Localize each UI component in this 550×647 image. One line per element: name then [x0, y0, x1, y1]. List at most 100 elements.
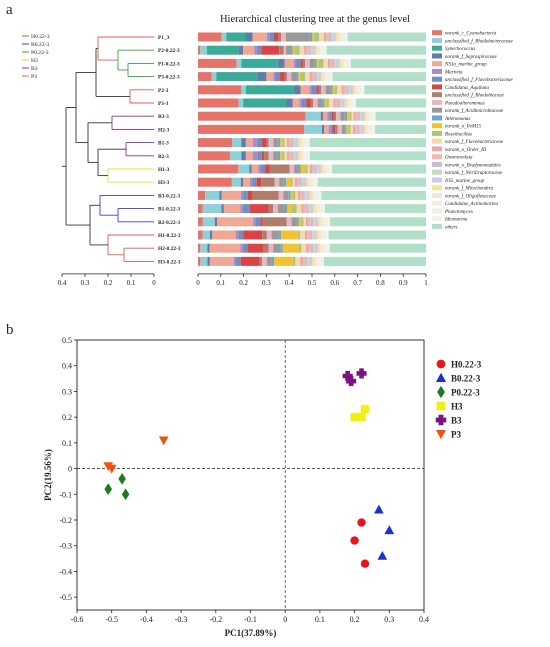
bar-segment [306, 204, 309, 214]
genus-legend-swatch [432, 154, 442, 160]
row-label: B3-0.22-3 [158, 193, 180, 199]
y-tick-label: 0.4 [62, 362, 72, 371]
genus-legend-label: Candidatus_Actinomarina [445, 202, 499, 207]
bar-segment [334, 58, 338, 68]
bar-segment [314, 72, 317, 82]
genus-legend: norank_c_Cyanobacteria unclassified_f_Rho… [432, 30, 514, 230]
bar-segment [312, 164, 315, 174]
y-tick-label: -0.4 [59, 567, 72, 576]
bar-segment [288, 190, 291, 200]
bar-segment [304, 124, 322, 134]
bar-segment [198, 138, 233, 148]
bar-segment [321, 256, 324, 266]
bar-segment [287, 204, 293, 214]
bar-segment [236, 58, 242, 68]
bar-segment [223, 204, 241, 214]
bar-segment [357, 85, 360, 95]
bar-segment [321, 85, 326, 95]
cluster-legend-label: P3 [31, 74, 37, 80]
bar-segment [240, 243, 243, 253]
genus-legend-label: norank_o_Bradymonadales [445, 163, 501, 168]
bar-segment [278, 32, 282, 42]
bar-segment [302, 151, 306, 161]
genus-legend-label: Roseibacillus [444, 132, 472, 137]
genus-legend-swatch [432, 45, 442, 51]
bar-segment [322, 204, 325, 214]
bar-segment [314, 190, 317, 200]
bar-axis-tick-label: 0 [196, 279, 200, 287]
bar-segment [313, 204, 316, 214]
genus-legend-swatch [432, 53, 442, 59]
data-point [106, 464, 117, 474]
row-label: H2-0.22-3 [158, 246, 181, 252]
bar-segment [319, 256, 322, 266]
bar-segment [262, 217, 287, 227]
bar-segment [369, 111, 372, 121]
bar-segment [324, 243, 328, 253]
bar-segment [266, 256, 272, 266]
bar-segment [283, 45, 287, 55]
bar-segment [268, 204, 274, 214]
x-tick-label: -0.3 [175, 615, 188, 624]
bar-segment [261, 151, 265, 161]
bar-segment [350, 124, 353, 134]
bar-segment [300, 85, 310, 95]
bar-segment [268, 243, 274, 253]
bar-segment [327, 58, 331, 68]
bar-segment [316, 256, 320, 266]
bar-segment [309, 58, 315, 68]
bar-segment [322, 111, 328, 121]
bar-segment [252, 190, 279, 200]
bar-segment [245, 32, 253, 42]
bar-segment [323, 32, 327, 42]
bar-segment [316, 85, 319, 95]
bar-segment [317, 45, 320, 55]
bar-segment [332, 72, 426, 82]
bar-segment [317, 243, 321, 253]
bar-segment [198, 98, 239, 108]
bar-segment [273, 138, 278, 148]
data-point [350, 536, 359, 545]
bar-segment [343, 58, 347, 68]
bar-segment [279, 45, 284, 55]
bar-segment [317, 98, 323, 108]
bar-segment [308, 204, 311, 214]
bar-segment [200, 243, 208, 253]
bar-segment [271, 230, 279, 240]
bar-segment [328, 32, 331, 42]
bar-segment [362, 111, 365, 121]
cluster-legend-label: P0.22-3 [31, 50, 49, 56]
genus-legend-label: norank_f_Saprospiraceae [445, 55, 498, 60]
bar-segment [299, 177, 302, 187]
row-label: P2-0.22-3 [158, 48, 180, 54]
bar-segment [341, 124, 345, 134]
bar-segment [290, 177, 293, 187]
bar-segment [252, 151, 258, 161]
bar-segment [310, 45, 314, 55]
bar-segment [348, 58, 351, 68]
bar-segment [366, 111, 369, 121]
bar-segment [313, 177, 316, 187]
bar-segment [278, 190, 284, 200]
row-label: H3-3 [158, 180, 170, 186]
row-label: P1-0.22-3 [158, 61, 180, 67]
bar-segment [245, 138, 253, 148]
bar-segment [273, 151, 278, 161]
bar-segment [202, 217, 215, 227]
bar-segment [299, 98, 302, 108]
bar-segment [325, 72, 328, 82]
bar-segment [232, 138, 242, 148]
genus-legend-label: Planctomyces [444, 210, 473, 215]
bar-segment [314, 164, 317, 174]
bar-segment [366, 124, 369, 134]
bar-segment [231, 177, 241, 187]
bar-segment [315, 204, 318, 214]
bar-segment [318, 72, 322, 82]
bar-segment [337, 98, 341, 108]
genus-legend-swatch [432, 177, 442, 183]
genus-legend-label: unclassified_f_Flavobacteriaceae [445, 78, 514, 83]
x-tick-label: 0 [283, 615, 287, 624]
bar-segment [298, 72, 301, 82]
data-point [377, 550, 388, 560]
bar-segment [343, 85, 347, 95]
